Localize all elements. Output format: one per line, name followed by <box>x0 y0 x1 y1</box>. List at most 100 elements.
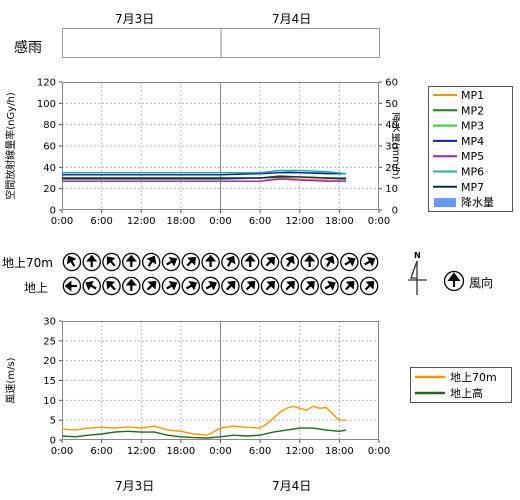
y2-axis-label: 降水量(mm/h) <box>390 113 400 180</box>
wind-dir-arrow-icon <box>240 252 260 272</box>
wind-dir-arrow-icon <box>102 252 121 272</box>
y-tick-label: 100 <box>37 99 56 110</box>
x-tick-label: 6:00 <box>90 446 112 457</box>
x-tick-label: 0:00 <box>368 446 390 457</box>
wind-dir-arrow-icon <box>359 252 379 272</box>
wind-dir-arrow-icon <box>280 252 300 272</box>
legend-label-mp6: MP6 <box>461 166 484 179</box>
wind-dir-arrow-icon <box>181 252 201 272</box>
wind-dir-arrow-icon <box>300 276 319 296</box>
series-line-mp6 <box>62 169 347 175</box>
y-tick-label: 5 <box>50 416 56 427</box>
wind-dir-arrow-icon <box>320 252 339 272</box>
wind-direction-legend-label: 風向 <box>469 276 494 290</box>
x-tick-label: 18:00 <box>166 446 195 457</box>
date-label-bottom-2: 7月4日 <box>272 479 312 493</box>
wind-dir-arrow-icon <box>240 276 260 296</box>
wind-direction-rows <box>62 252 379 296</box>
wind-dir-arrow-icon <box>260 252 280 272</box>
wind-dir-arrow-icon <box>102 276 121 296</box>
rain-sense-strip <box>62 28 380 58</box>
series-line-mp5 <box>62 178 346 182</box>
date-label-bottom-1: 7月3日 <box>115 479 155 493</box>
y-tick-label: 10 <box>43 396 56 407</box>
y2-tick-label: 60 <box>385 78 398 89</box>
legend-label-mp1: MP1 <box>461 89 484 102</box>
wind-dir-arrow-icon <box>201 276 220 296</box>
y-tick-label: 0 <box>50 436 56 447</box>
x-tick-label: 0:00 <box>209 216 231 227</box>
x-tick-label: 0:00 <box>51 446 73 457</box>
x-tick-label: 0:00 <box>368 216 390 227</box>
x-tick-label: 0:00 <box>209 446 231 457</box>
wind-dir-arrow-icon <box>300 252 319 272</box>
y-tick-label: 80 <box>43 120 56 131</box>
y2-tick-label: 10 <box>385 184 398 195</box>
legend-label-mp3: MP3 <box>461 120 484 133</box>
x-tick-label: 18:00 <box>325 446 354 457</box>
wind-dir-arrow-icon <box>221 276 240 296</box>
series-line-mp4 <box>62 171 346 176</box>
y-tick-label: 120 <box>37 78 56 89</box>
north-compass-icon: N <box>408 251 427 295</box>
y-tick-label: 25 <box>43 336 56 347</box>
wind-dir-label-70m: 地上70m <box>2 256 53 270</box>
wind-dir-arrow-icon <box>181 276 201 296</box>
x-tick-label: 18:00 <box>325 216 354 227</box>
wind-dir-arrow-icon <box>141 276 161 296</box>
y2-tick-label: 50 <box>385 99 398 110</box>
wind-dir-arrow-icon <box>62 276 82 296</box>
y-tick-label: 60 <box>43 142 56 153</box>
wind-dir-arrow-icon <box>82 252 101 272</box>
wind-dir-arrow-icon <box>161 276 181 296</box>
wind-speed-chart: 0:00 6:00 12:00 18:00 0:00 6:00 12:00 18:00 0:00… <box>5 317 390 458</box>
plot-frame <box>62 82 379 210</box>
north-label: N <box>414 251 421 260</box>
wind-direction-legend-icon <box>443 270 465 292</box>
date-label-top-2: 7月4日 <box>272 12 312 26</box>
legend-label-wind-70m: 地上70m <box>450 371 497 384</box>
legend-label-mp7: MP7 <box>461 181 484 194</box>
radiation-legend <box>428 86 513 212</box>
wind-dir-arrow-icon <box>122 276 141 296</box>
x-tick-label: 0:00 <box>51 216 73 227</box>
x-tick-label: 6:00 <box>249 446 271 457</box>
x-tick-label: 12:00 <box>127 216 156 227</box>
legend-label-mp5: MP5 <box>461 150 484 163</box>
wind-dir-arrow-icon <box>359 276 379 296</box>
x-tick-label: 18:00 <box>166 216 195 227</box>
legend-label-mp4: MP4 <box>461 135 484 148</box>
legend-label-rain: 降水量 <box>461 195 494 209</box>
wind-dir-arrow-icon <box>221 252 240 272</box>
y-axis-label: 風速(m/s) <box>5 357 17 403</box>
x-tick-label: 12:00 <box>127 446 156 457</box>
legend-swatch-rain <box>434 198 456 208</box>
y-tick-label: 30 <box>43 317 56 328</box>
x-tick-label: 12:00 <box>285 446 314 457</box>
y2-tick-label: 20 <box>385 163 398 174</box>
legend-label-wind-ground: 地上高 <box>450 386 483 400</box>
plot-frame <box>62 321 379 440</box>
y-tick-label: 15 <box>43 376 56 387</box>
series-line-wind-ground <box>61 427 347 439</box>
wind-dir-arrow-icon <box>280 276 300 296</box>
y-tick-label: 40 <box>43 163 56 174</box>
y2-tick-label: 40 <box>385 120 398 131</box>
y2-tick-label: 30 <box>385 142 398 153</box>
rain-sense-label: 感雨 <box>14 40 42 56</box>
wind-dir-arrow-icon <box>340 276 359 296</box>
wind-dir-label-ground: 地上 <box>24 281 49 295</box>
wind-dir-arrow-icon <box>201 252 220 272</box>
wind-speed-legend <box>410 367 512 403</box>
x-tick-label: 12:00 <box>285 216 314 227</box>
date-label-top-1: 7月3日 <box>115 12 155 26</box>
series-line-wind-70m <box>61 405 346 436</box>
wind-dir-arrow-icon <box>260 276 280 296</box>
wind-dir-arrow-icon <box>62 252 82 272</box>
y-tick-label: 20 <box>43 184 56 195</box>
wind-dir-arrow-icon <box>82 276 101 296</box>
wind-dir-arrow-icon <box>141 252 161 272</box>
wind-dir-arrow-icon <box>122 252 141 272</box>
legend-label-mp2: MP2 <box>461 104 484 117</box>
